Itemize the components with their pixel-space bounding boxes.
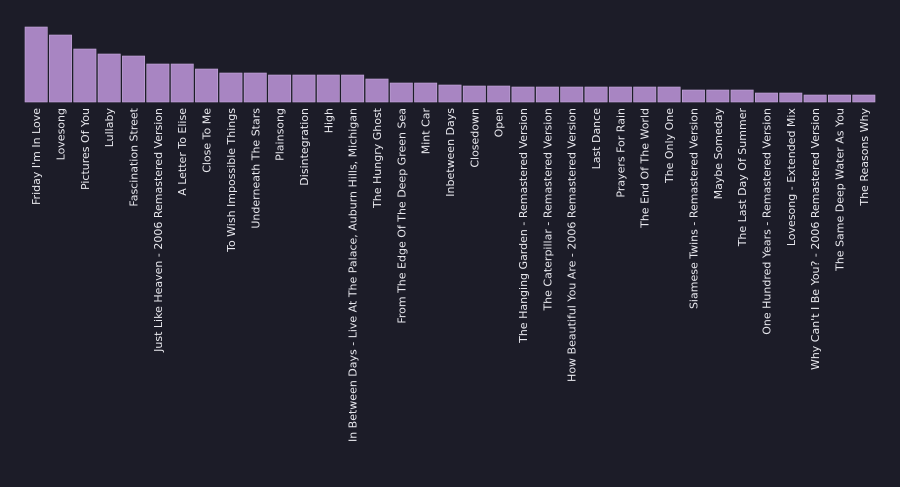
x-tick-label-24: Prayers For Rain xyxy=(614,108,627,198)
bar-34 xyxy=(852,94,876,103)
x-tick-label-25: The End Of The World xyxy=(639,108,652,229)
bar-1 xyxy=(49,34,72,103)
bar-28 xyxy=(706,89,730,103)
x-tick-label-16: Mint Car xyxy=(420,108,433,155)
bar-9 xyxy=(243,72,267,103)
bar-19 xyxy=(487,85,511,103)
bar-15 xyxy=(389,82,413,103)
x-tick-label-28: Maybe Someday xyxy=(712,108,725,200)
x-tick-label-9: Underneath The Stars xyxy=(249,108,262,229)
bar-0 xyxy=(24,26,48,103)
x-tick-label-5: Just Like Heaven - 2006 Remastered Versi… xyxy=(152,108,165,353)
bar-11 xyxy=(292,74,316,103)
x-tick-label-2: Pictures Of You xyxy=(79,108,92,190)
bar-8 xyxy=(219,72,243,103)
bar-17 xyxy=(438,84,462,103)
bar-21 xyxy=(535,86,559,103)
bar-14 xyxy=(365,78,389,103)
x-tick-label-15: From The Edge Of The Deep Green Sea xyxy=(395,108,408,324)
x-tick-label-14: The Hungry Ghost xyxy=(371,107,384,209)
x-tick-label-27: Siamese Twins - Remastered Version xyxy=(687,108,700,309)
bar-25 xyxy=(633,86,657,103)
x-tick-label-12: High xyxy=(322,108,335,133)
x-tick-label-8: To Wish Impossible Things xyxy=(225,108,238,253)
x-tick-label-11: Disintegration xyxy=(298,108,311,186)
bar-27 xyxy=(681,89,705,103)
bar-20 xyxy=(511,86,535,103)
bar-5 xyxy=(146,63,170,103)
bar-31 xyxy=(779,92,803,103)
x-tick-label-29: The Last Day Of Summer xyxy=(736,108,749,248)
bar-29 xyxy=(730,89,754,103)
x-tick-label-21: The Caterpillar - Remastered Version xyxy=(541,108,554,312)
x-tick-label-33: The Same Deep Water As You xyxy=(833,108,846,272)
bar-23 xyxy=(584,86,608,103)
x-tick-label-10: Plainsong xyxy=(274,108,287,161)
x-tick-label-3: Lullaby xyxy=(103,108,116,148)
x-tick-label-30: One Hundred Years - Remastered Version xyxy=(760,108,773,335)
bar-18 xyxy=(462,85,486,103)
bar-26 xyxy=(657,86,681,103)
bar-24 xyxy=(608,86,632,103)
x-tick-label-18: Closedown xyxy=(468,108,481,168)
bar-7 xyxy=(195,68,219,103)
x-tick-label-23: Last Dance xyxy=(590,108,603,170)
x-tick-label-6: A Letter To Elise xyxy=(176,108,189,196)
bar-16 xyxy=(414,82,438,103)
bar-32 xyxy=(803,94,827,103)
x-tick-label-22: How Beautiful You Are - 2006 Remastered … xyxy=(566,108,579,382)
bar-22 xyxy=(560,86,584,103)
bar-30 xyxy=(754,92,778,103)
bar-2 xyxy=(73,48,97,103)
x-tick-label-17: Inbetween Days xyxy=(444,108,457,197)
x-tick-label-1: Lovesong xyxy=(55,108,68,160)
bars-group xyxy=(24,26,876,103)
bar-33 xyxy=(828,94,851,103)
x-tick-label-32: Why Can't I Be You? - 2006 Remastered Ve… xyxy=(809,108,822,370)
bar-10 xyxy=(268,74,292,103)
bar-6 xyxy=(170,63,194,103)
bar-3 xyxy=(97,53,121,103)
x-tick-label-31: Lovesong - Extended Mix xyxy=(785,108,798,247)
x-tick-label-4: Fascination Street xyxy=(128,107,141,206)
bar-12 xyxy=(316,74,340,103)
x-tick-label-13: In Between Days - Live At The Palace, Au… xyxy=(347,108,360,442)
x-tick-label-20: The Hanging Garden - Remastered Version xyxy=(517,108,530,344)
bar-4 xyxy=(122,55,146,103)
x-tick-label-0: Friday I'm In Love xyxy=(30,108,43,205)
bar-13 xyxy=(341,74,365,103)
x-tick-label-7: Close To Me xyxy=(201,108,214,173)
tick-labels-group: Friday I'm In Love Lovesong Pictures Of Yo… xyxy=(30,107,871,442)
x-tick-label-19: Open xyxy=(493,108,506,137)
x-tick-label-34: The Reasons Why xyxy=(858,108,871,207)
x-tick-label-26: The Only One xyxy=(663,108,676,184)
